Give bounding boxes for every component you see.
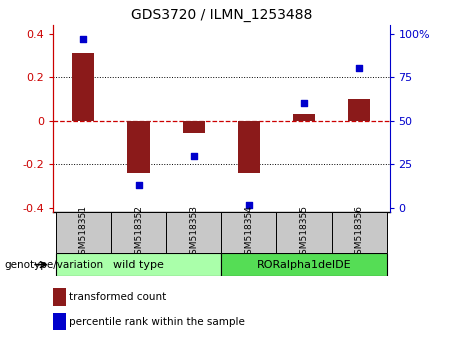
Bar — [183, 121, 205, 133]
Text: transformed count: transformed count — [69, 292, 166, 302]
Bar — [238, 121, 260, 173]
Text: GSM518356: GSM518356 — [355, 205, 364, 260]
Point — [355, 65, 363, 71]
Point — [80, 36, 87, 41]
Point — [301, 101, 308, 106]
Bar — [53, 313, 66, 330]
Bar — [128, 121, 149, 173]
Text: percentile rank within the sample: percentile rank within the sample — [69, 317, 244, 327]
Text: GSM518352: GSM518352 — [134, 205, 143, 260]
Point — [135, 183, 142, 188]
Text: RORalpha1delDE: RORalpha1delDE — [257, 259, 351, 270]
Bar — [72, 53, 95, 121]
Bar — [221, 212, 277, 253]
Bar — [277, 212, 331, 253]
Point — [190, 153, 197, 159]
Title: GDS3720 / ILMN_1253488: GDS3720 / ILMN_1253488 — [130, 8, 312, 22]
Text: GSM518351: GSM518351 — [79, 205, 88, 260]
Bar — [56, 212, 111, 253]
Bar — [348, 99, 370, 121]
Bar — [111, 212, 166, 253]
Bar — [221, 253, 387, 276]
Bar — [331, 212, 387, 253]
Bar — [166, 212, 221, 253]
Text: GSM518353: GSM518353 — [189, 205, 198, 260]
Text: genotype/variation: genotype/variation — [5, 259, 104, 270]
Bar — [293, 114, 315, 121]
Point — [245, 202, 253, 207]
Bar — [53, 288, 66, 306]
Text: wild type: wild type — [113, 259, 164, 270]
Text: GSM518355: GSM518355 — [300, 205, 308, 260]
Text: GSM518354: GSM518354 — [244, 205, 254, 260]
Bar — [56, 253, 221, 276]
